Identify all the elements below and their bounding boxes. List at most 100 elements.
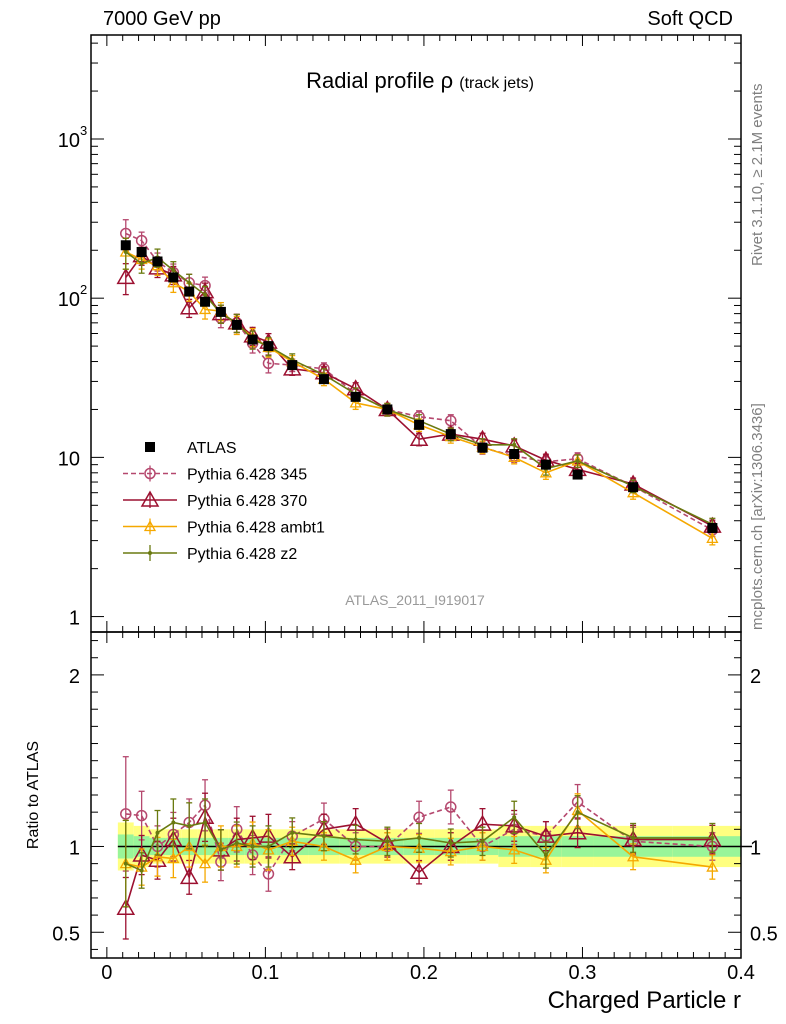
ratio-data-point [626, 850, 640, 862]
ratio-data-point [116, 898, 136, 915]
x-axis-label: Charged Particle r [548, 987, 741, 1014]
ratio-data-point [575, 810, 580, 815]
ratio-y-tick-label-right: 0.5 [750, 923, 778, 945]
data-point [203, 292, 208, 297]
main-y-tick-label: 10 [58, 448, 80, 470]
chart-title-symbol: ρ [441, 68, 460, 93]
ratio-data-point [218, 847, 223, 852]
data-point [262, 357, 275, 370]
data-point [187, 280, 192, 285]
ratio-data-point [155, 830, 160, 835]
data-point [184, 286, 195, 297]
main-y-tick-exponent: 2 [80, 282, 87, 297]
data-point [247, 334, 258, 345]
ratio-data-point [282, 847, 302, 864]
data-point [215, 306, 226, 317]
data-point [540, 459, 551, 470]
ratio-data-point [203, 820, 208, 825]
ratio-y-tick-label-right: 2 [750, 666, 761, 688]
legend-marker [145, 442, 155, 452]
main-y-tick-label: 10 [58, 289, 80, 311]
data-point [263, 341, 274, 352]
ratio-data-point [151, 850, 164, 862]
x-tick-label: 0.3 [569, 962, 597, 984]
ratio-data-point [445, 801, 457, 813]
ratio-data-point [120, 808, 132, 820]
ratio-data-point [413, 811, 425, 824]
ratio-data-point [123, 861, 128, 866]
data-point [198, 303, 212, 315]
ratio-data-point [543, 853, 548, 858]
ratio-series-line [125, 815, 713, 909]
chart-title-text: Radial profile [306, 68, 441, 93]
ratio-data-point [179, 867, 199, 885]
legend-entry: ATLAS [145, 440, 237, 457]
data-point [350, 391, 361, 402]
data-point [575, 458, 580, 463]
ratio-data-point [480, 839, 485, 844]
ratio-data-point [448, 841, 453, 846]
analysis-watermark: ATLAS_2011_I919017 [345, 592, 485, 608]
series-line [125, 232, 713, 531]
main-y-tick-label: 10 [58, 130, 80, 152]
data-point [171, 268, 176, 273]
legend-entry: Pythia 6.428 345 [123, 465, 307, 484]
data-point [179, 298, 199, 315]
main-y-ticks [91, 42, 741, 618]
ratio-data-point [349, 853, 362, 865]
data-point [445, 429, 456, 440]
ratio-data-point [139, 868, 144, 873]
data-point [120, 240, 131, 251]
ratio-data-point [198, 857, 212, 869]
data-point [409, 429, 429, 446]
ratio-y-tick-label: 0.5 [52, 923, 80, 945]
ratio-data-point [321, 834, 326, 839]
ratio-y-axis-label: Ratio to ATLAS [25, 741, 42, 849]
data-point [509, 449, 520, 460]
x-tick-label: 0.2 [410, 962, 438, 984]
header-right-label: Soft QCD [647, 8, 733, 30]
chart-title: Radial profile ρ (track jets) [306, 68, 534, 93]
ratio-y-tick-label-right: 1 [750, 837, 761, 859]
data-point [135, 234, 148, 247]
data-point [200, 296, 211, 307]
data-point [512, 442, 517, 447]
data-point [706, 532, 719, 543]
legend-marker [143, 520, 157, 532]
legend-label: Pythia 6.428 345 [187, 467, 307, 484]
ratio-data-point [710, 835, 715, 840]
ratio-data-point [568, 823, 587, 840]
x-tick-label: 0.1 [251, 962, 279, 984]
ratio-data-point [385, 839, 390, 844]
data-point [628, 482, 639, 493]
data-point [123, 250, 128, 255]
ratio-data-point [508, 843, 521, 855]
data-point [572, 469, 583, 480]
ratio-y-tick-label: 1 [69, 837, 80, 859]
data-point [287, 360, 298, 371]
data-point [152, 256, 163, 267]
data-point [414, 419, 425, 430]
legend-marker [148, 551, 152, 555]
ratio-y-tick-label: 2 [69, 666, 80, 688]
legend-label: Pythia 6.428 z2 [187, 546, 297, 563]
data-point [707, 523, 718, 534]
ratio-data-point [512, 815, 517, 820]
ratio-series-line [125, 800, 713, 876]
legend-marker [140, 490, 160, 507]
ratio-data-point [290, 830, 295, 835]
main-y-tick-exponent: 3 [80, 123, 87, 138]
ratio-data-point [234, 841, 239, 846]
data-point [139, 261, 144, 266]
data-point [136, 247, 147, 258]
legend-marker [144, 467, 156, 480]
data-point [382, 404, 393, 415]
legend-label: Pythia 6.428 ambt1 [187, 520, 325, 537]
ratio-data-point [183, 840, 196, 852]
ratio-data-point [266, 844, 271, 849]
ratio-data-point [353, 837, 358, 842]
series-line [125, 251, 713, 526]
data-point [318, 374, 329, 385]
legend-label: ATLAS [187, 440, 237, 457]
